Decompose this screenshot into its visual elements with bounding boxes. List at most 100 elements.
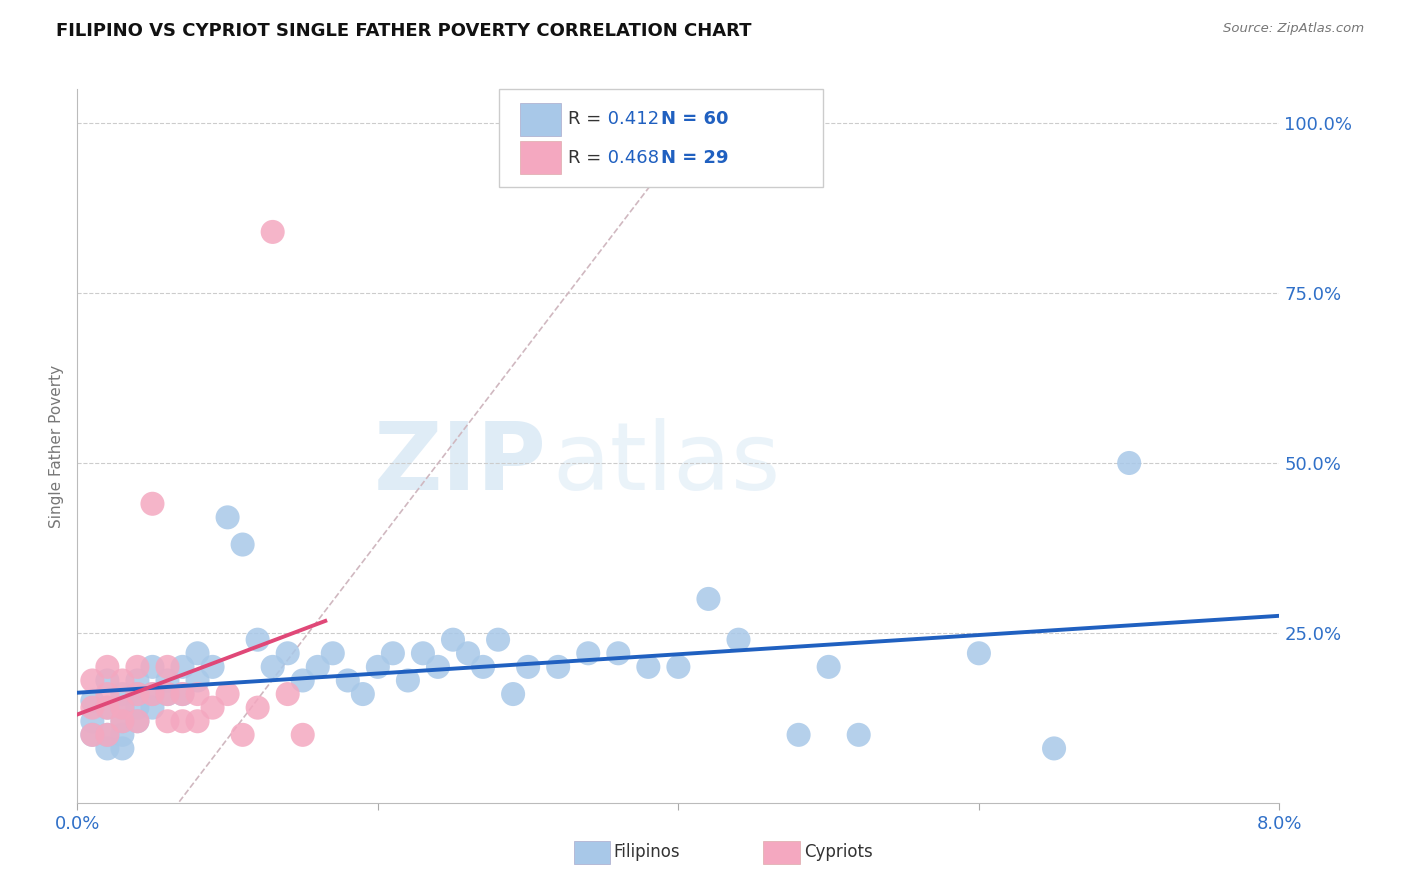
Y-axis label: Single Father Poverty: Single Father Poverty bbox=[49, 365, 65, 527]
Point bbox=[381, 646, 404, 660]
Point bbox=[727, 632, 749, 647]
Point bbox=[848, 728, 870, 742]
Point bbox=[817, 660, 839, 674]
Point bbox=[111, 673, 134, 688]
Point bbox=[172, 687, 194, 701]
Point bbox=[127, 673, 149, 688]
Text: FILIPINO VS CYPRIOT SINGLE FATHER POVERTY CORRELATION CHART: FILIPINO VS CYPRIOT SINGLE FATHER POVERT… bbox=[56, 22, 752, 40]
Point bbox=[156, 660, 179, 674]
Point bbox=[96, 673, 118, 688]
Text: Source: ZipAtlas.com: Source: ZipAtlas.com bbox=[1223, 22, 1364, 36]
Point bbox=[1118, 456, 1140, 470]
Point bbox=[637, 660, 659, 674]
Point bbox=[96, 700, 118, 714]
Point bbox=[111, 714, 134, 729]
Point bbox=[187, 673, 209, 688]
Text: 0.468: 0.468 bbox=[602, 149, 659, 167]
Point bbox=[111, 687, 134, 701]
Point bbox=[396, 673, 419, 688]
Point bbox=[96, 741, 118, 756]
Point bbox=[127, 714, 149, 729]
Point bbox=[82, 694, 104, 708]
Point bbox=[82, 700, 104, 714]
Text: Filipinos: Filipinos bbox=[613, 843, 679, 861]
Point bbox=[412, 646, 434, 660]
Point bbox=[127, 687, 149, 701]
Point bbox=[187, 714, 209, 729]
Point bbox=[232, 728, 254, 742]
Point bbox=[96, 660, 118, 674]
Point bbox=[141, 687, 163, 701]
Point bbox=[352, 687, 374, 701]
Point bbox=[217, 510, 239, 524]
Point bbox=[172, 714, 194, 729]
Point bbox=[787, 728, 810, 742]
Point bbox=[141, 497, 163, 511]
Point bbox=[262, 660, 284, 674]
Point bbox=[111, 714, 134, 729]
Point bbox=[668, 660, 690, 674]
Point bbox=[427, 660, 450, 674]
Point bbox=[517, 660, 540, 674]
Text: N = 60: N = 60 bbox=[661, 110, 728, 128]
Point bbox=[291, 673, 314, 688]
Point bbox=[457, 646, 479, 660]
Point bbox=[156, 673, 179, 688]
Point bbox=[486, 632, 509, 647]
Point bbox=[367, 660, 389, 674]
Point bbox=[127, 714, 149, 729]
Point bbox=[127, 700, 149, 714]
Point bbox=[156, 687, 179, 701]
Point bbox=[1043, 741, 1066, 756]
Point bbox=[141, 700, 163, 714]
Point bbox=[322, 646, 344, 660]
Point bbox=[141, 660, 163, 674]
Point bbox=[576, 646, 599, 660]
Point bbox=[156, 687, 179, 701]
Point bbox=[172, 687, 194, 701]
Text: N = 29: N = 29 bbox=[661, 149, 728, 167]
Point bbox=[172, 660, 194, 674]
Point bbox=[127, 660, 149, 674]
Point bbox=[607, 646, 630, 660]
Point bbox=[262, 225, 284, 239]
Text: Cypriots: Cypriots bbox=[804, 843, 873, 861]
Point bbox=[441, 632, 464, 647]
Point bbox=[111, 741, 134, 756]
Point bbox=[156, 714, 179, 729]
Point bbox=[82, 673, 104, 688]
Point bbox=[277, 646, 299, 660]
Point bbox=[277, 687, 299, 701]
Point bbox=[472, 660, 495, 674]
Point bbox=[187, 646, 209, 660]
Point bbox=[307, 660, 329, 674]
Point bbox=[201, 660, 224, 674]
Point bbox=[967, 646, 990, 660]
Point bbox=[201, 700, 224, 714]
Point bbox=[111, 728, 134, 742]
Point bbox=[697, 591, 720, 606]
Point bbox=[96, 687, 118, 701]
Point bbox=[111, 700, 134, 714]
Point bbox=[82, 714, 104, 729]
Point bbox=[96, 728, 118, 742]
Point bbox=[217, 687, 239, 701]
Point bbox=[141, 687, 163, 701]
Point bbox=[111, 700, 134, 714]
Text: 0.412: 0.412 bbox=[602, 110, 659, 128]
Point bbox=[82, 728, 104, 742]
Text: ZIP: ZIP bbox=[373, 417, 546, 510]
Point bbox=[291, 728, 314, 742]
Text: atlas: atlas bbox=[553, 417, 780, 510]
Text: R =: R = bbox=[568, 149, 607, 167]
Point bbox=[246, 632, 269, 647]
Point bbox=[127, 687, 149, 701]
Point bbox=[82, 728, 104, 742]
Point bbox=[232, 537, 254, 551]
Point bbox=[336, 673, 359, 688]
Point bbox=[246, 700, 269, 714]
Text: R =: R = bbox=[568, 110, 607, 128]
Point bbox=[187, 687, 209, 701]
Point bbox=[547, 660, 569, 674]
Point bbox=[502, 687, 524, 701]
